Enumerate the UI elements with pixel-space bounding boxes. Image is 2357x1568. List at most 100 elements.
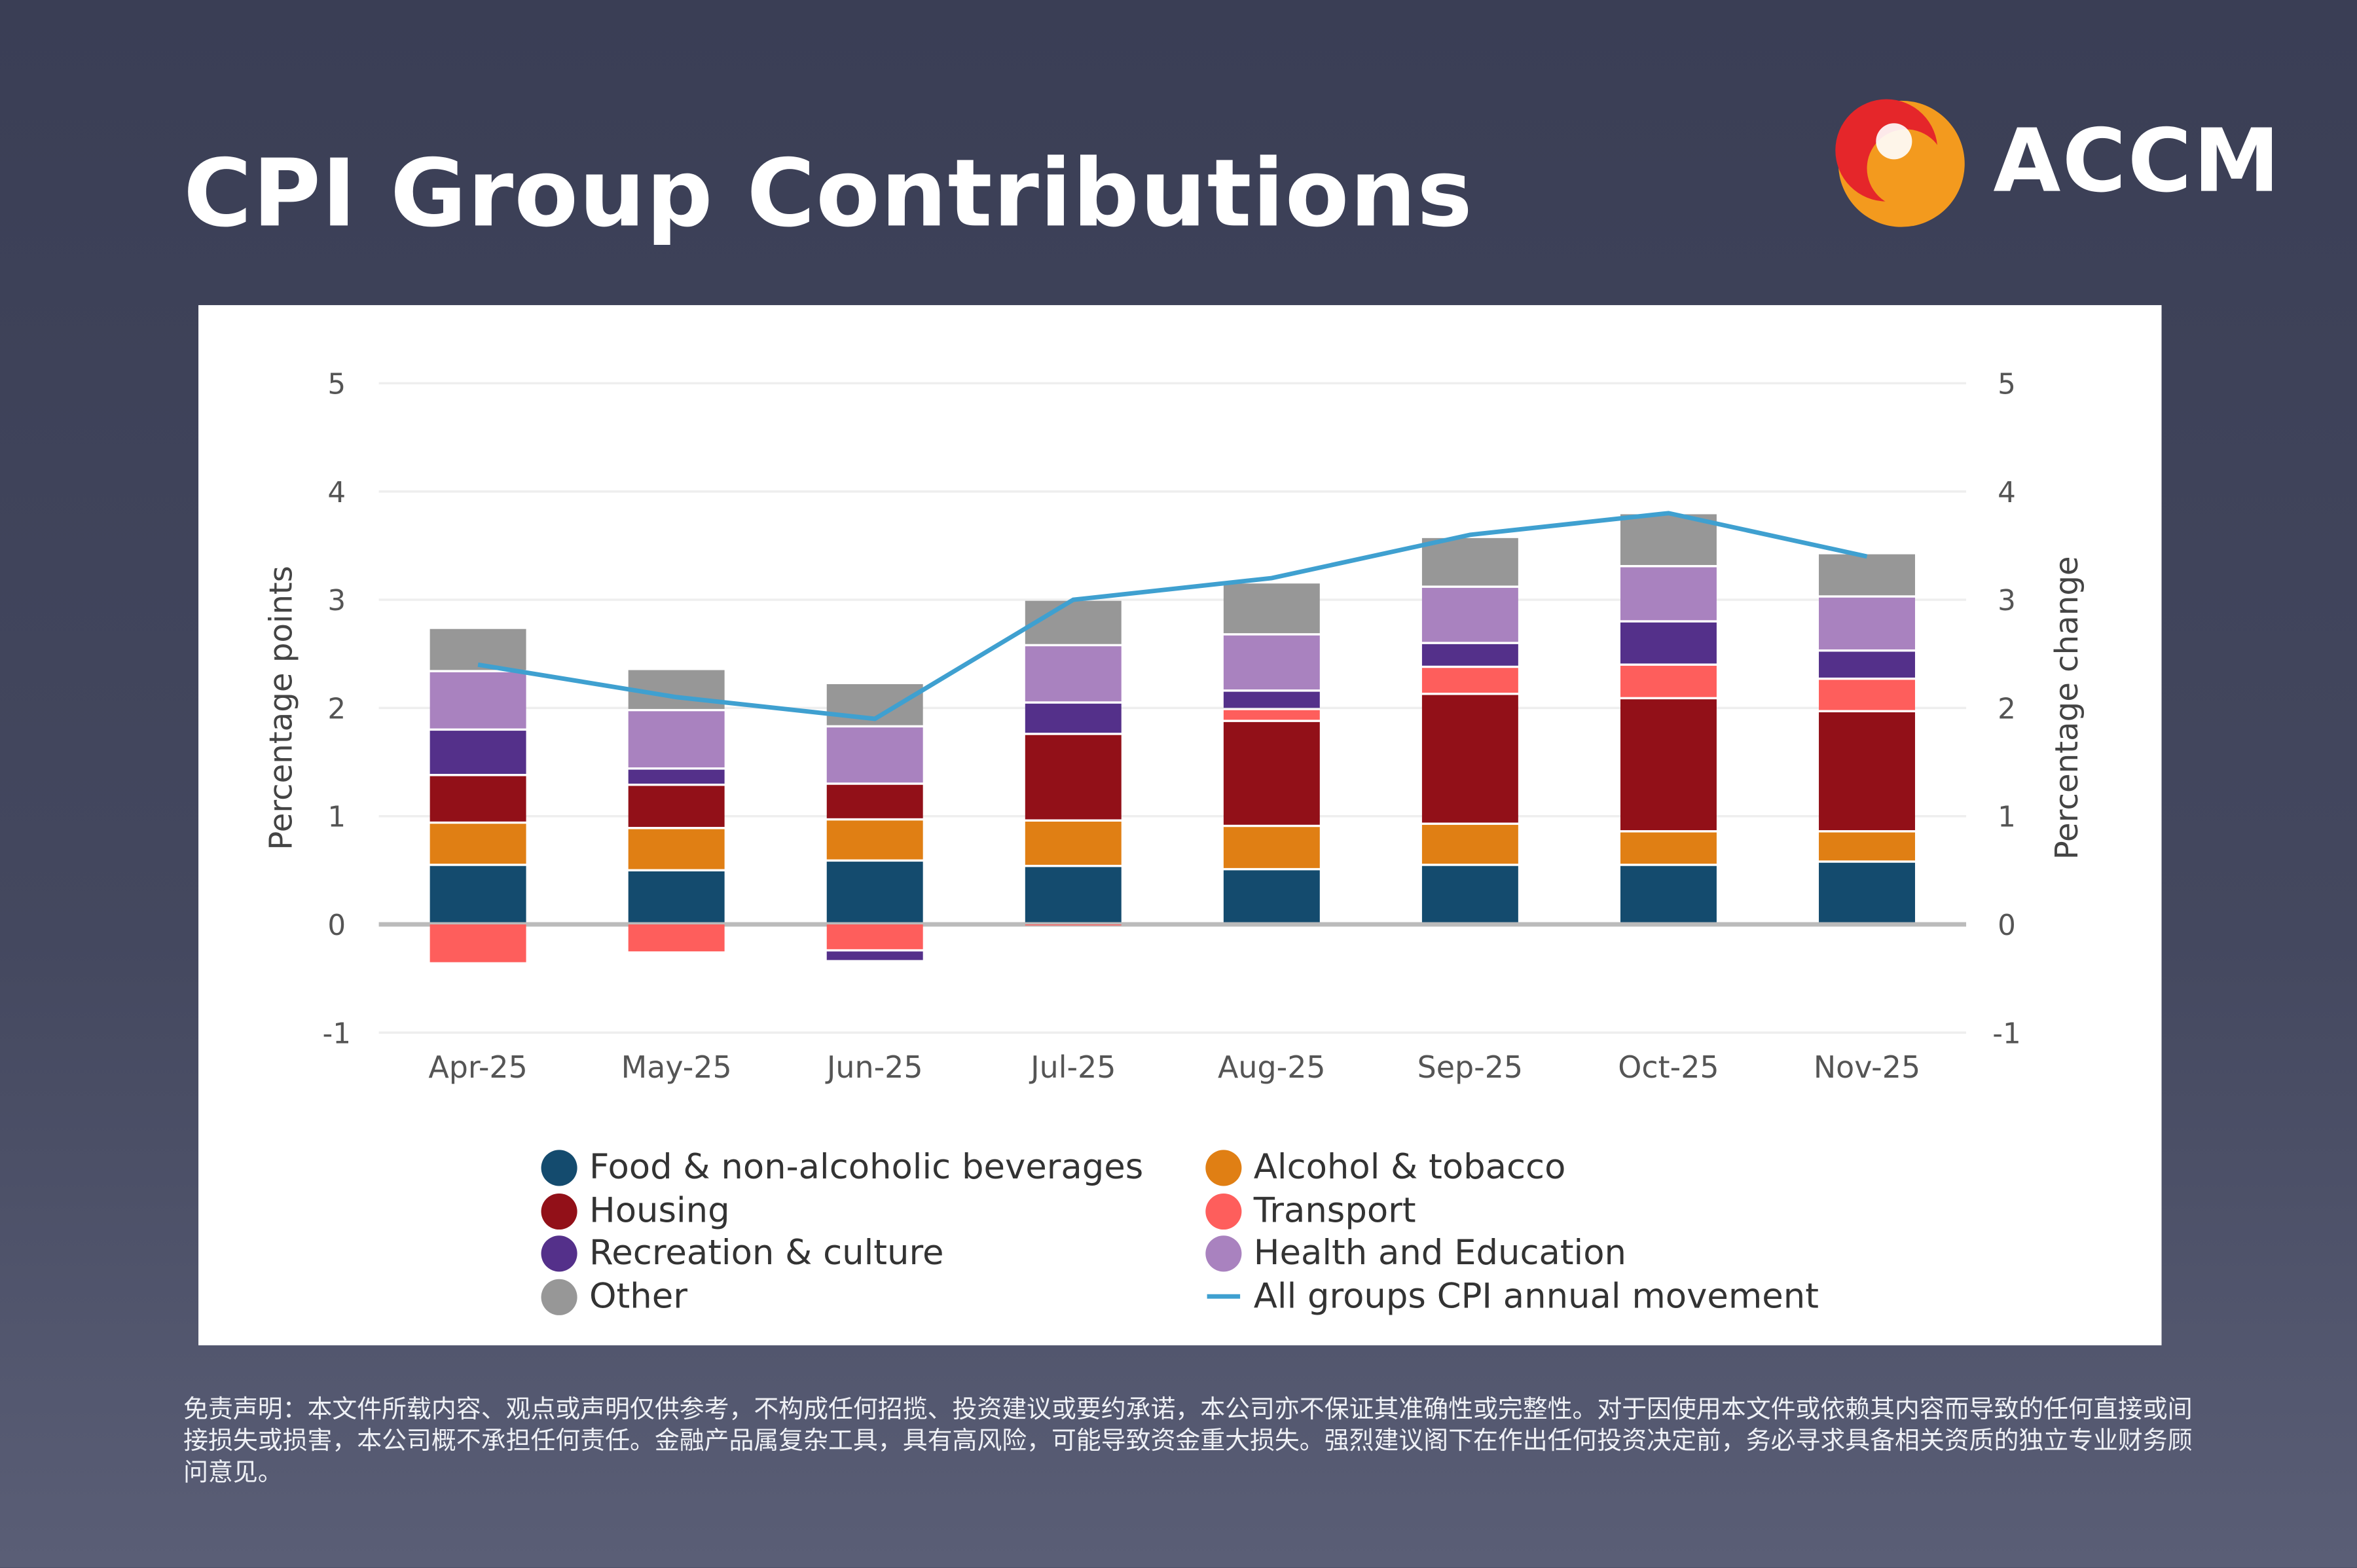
- legend-label: Transport: [1254, 1192, 1416, 1231]
- legend-item: Housing: [541, 1190, 1144, 1232]
- bar-segment: [1224, 722, 1320, 825]
- legend-dot-icon: [541, 1279, 577, 1315]
- y-tick-label: -1: [323, 1017, 351, 1050]
- bar-segment: [827, 924, 923, 949]
- legend-label: Housing: [589, 1192, 730, 1231]
- y-tick-label: 5: [327, 369, 346, 401]
- bar-segment: [1422, 668, 1518, 693]
- y2-tick-label: 2: [1998, 693, 2016, 725]
- y2-tick-label: 1: [1998, 801, 2016, 834]
- legend-dot-icon: [1205, 1193, 1241, 1229]
- bar-segment: [1819, 680, 1915, 710]
- legend-label: Other: [589, 1277, 687, 1317]
- accm-logo-icon: [1831, 93, 1966, 228]
- bar-segment: [1224, 870, 1320, 922]
- y-tick-label: 0: [327, 909, 346, 942]
- legend-item: Health and Education: [1205, 1233, 1819, 1275]
- legend-label: Recreation & culture: [589, 1235, 944, 1274]
- legend-dot-icon: [541, 1150, 577, 1186]
- x-tick-label: May-25: [621, 1049, 732, 1085]
- bar-segment: [1422, 866, 1518, 922]
- bar-segment: [1025, 646, 1122, 701]
- bar-segment: [1819, 598, 1915, 649]
- bar-segment: [827, 820, 923, 859]
- bar-segment: [1422, 538, 1518, 586]
- bar-segment: [1422, 825, 1518, 864]
- y-tick-label: 2: [327, 693, 346, 725]
- brand-logo: ACCM: [1831, 93, 2281, 228]
- bar-segment: [1224, 827, 1320, 868]
- bar-segment: [1620, 699, 1717, 830]
- bar-segment: [1025, 704, 1122, 733]
- bar-segment: [1620, 623, 1717, 664]
- x-tick-label: Nov-25: [1814, 1049, 1920, 1085]
- bar-segment: [430, 866, 526, 922]
- bar-segment: [629, 830, 725, 869]
- legend-right: Alcohol & tobacco Transport Health and Edu…: [1205, 1147, 1819, 1319]
- bar-segment: [827, 951, 923, 960]
- y2-tick-label: 3: [1998, 585, 2016, 617]
- bar-segment: [629, 924, 725, 951]
- legend-line-icon: [1207, 1294, 1241, 1299]
- legend-dot-icon: [541, 1236, 577, 1272]
- chart-panel: -1 -1 0 0 1 1 2 2 3 3 4 4 5 5 Percentage points Percent…: [198, 305, 2161, 1345]
- legend-label: All groups CPI annual movement: [1254, 1277, 1819, 1317]
- bar-segment: [1025, 735, 1122, 820]
- legend-label: Food & non-alcoholic beverages: [589, 1149, 1143, 1188]
- bar-segment: [1422, 695, 1518, 823]
- legend-label: Alcohol & tobacco: [1254, 1149, 1566, 1188]
- bar-segment: [629, 711, 725, 767]
- bar-segment: [1819, 832, 1915, 860]
- bar-segment: [1025, 924, 1122, 926]
- y2-tick-label: 0: [1998, 909, 2016, 942]
- bar-segment: [430, 672, 526, 729]
- y-axis-title: Percentage points: [263, 566, 299, 850]
- x-tick-label: Apr-25: [428, 1049, 527, 1085]
- legend-item: Alcohol & tobacco: [1205, 1147, 1819, 1190]
- bar-segment: [1620, 666, 1717, 697]
- bar-segment: [629, 770, 725, 784]
- bar-segment: [1025, 822, 1122, 865]
- y-tick-label: 4: [327, 477, 346, 509]
- bar-segment: [1819, 712, 1915, 830]
- bar-segment: [1819, 863, 1915, 922]
- page-title: CPI Group Contributions: [183, 138, 1473, 248]
- bar-segment: [430, 776, 526, 822]
- x-tick-label: Jul-25: [1029, 1049, 1116, 1085]
- bar-segment: [629, 786, 725, 827]
- disclaimer: 免责声明：本文件所载内容、观点或声明仅供参考，不构成任何招揽、投资建议或要约承诺…: [183, 1393, 2198, 1488]
- bar-segment: [1224, 692, 1320, 708]
- legend-dot-icon: [1205, 1236, 1241, 1272]
- bar-segment: [430, 824, 526, 864]
- bar-segment: [430, 924, 526, 962]
- x-tick-label: Aug-25: [1218, 1049, 1326, 1085]
- bar-segment: [629, 871, 725, 922]
- bar-segment: [1819, 651, 1915, 678]
- bar-segment: [1819, 555, 1915, 596]
- bar-segment: [1224, 636, 1320, 690]
- bar-segment: [827, 862, 923, 922]
- bar-segment: [1620, 832, 1717, 864]
- y-tick-label: 1: [327, 801, 346, 834]
- y-tick-label: 3: [327, 585, 346, 617]
- legend-item: Food & non-alcoholic beverages: [541, 1147, 1144, 1190]
- legend-dot-icon: [541, 1193, 577, 1229]
- bar-segment: [1422, 644, 1518, 666]
- y2-tick-label: 5: [1998, 369, 2016, 401]
- y2-tick-label: -1: [1992, 1017, 2020, 1050]
- bar-segment: [1224, 583, 1320, 633]
- bar-segment: [1620, 866, 1717, 922]
- legend-item: Other: [541, 1275, 1144, 1318]
- y2-tick-label: 4: [1998, 477, 2016, 509]
- legend-left: Food & non-alcoholic beverages Housing Rec…: [541, 1147, 1144, 1319]
- y2-axis-title: Percentage change: [2049, 556, 2085, 860]
- legend-dot-icon: [1205, 1150, 1241, 1186]
- bar-segment: [1224, 710, 1320, 720]
- x-tick-label: Oct-25: [1618, 1049, 1719, 1085]
- bar-segment: [430, 731, 526, 774]
- bar-segment: [827, 727, 923, 782]
- bar-segment: [1422, 588, 1518, 642]
- legend-label: Health and Education: [1254, 1235, 1626, 1274]
- legend-item: Recreation & culture: [541, 1233, 1144, 1275]
